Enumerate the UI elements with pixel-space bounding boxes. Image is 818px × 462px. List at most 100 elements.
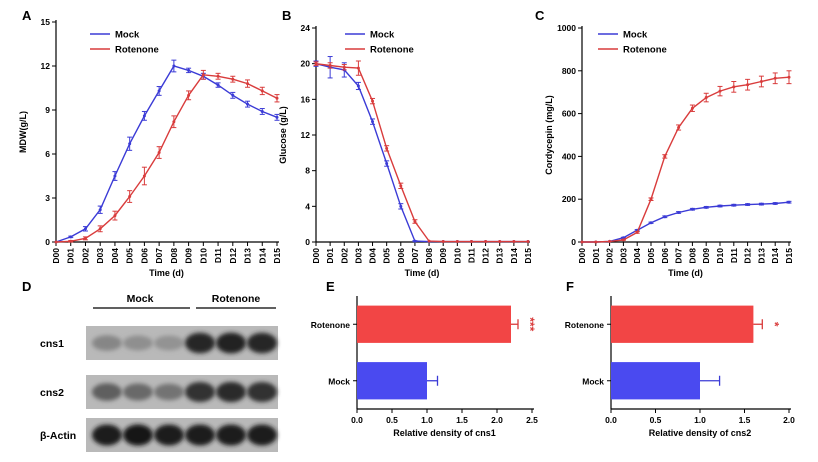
data-point (594, 240, 598, 244)
y-tick-label: 12 (301, 130, 311, 140)
data-point (342, 65, 346, 69)
y-tick-label: 15 (41, 17, 51, 27)
x-tick-label: D02 (605, 248, 615, 264)
x-tick-label: D14 (257, 248, 267, 264)
series-line (55, 65, 278, 243)
legend-label: Mock (115, 30, 140, 41)
data-point (128, 195, 132, 199)
data-point (759, 80, 763, 83)
x-tick-label: D13 (243, 248, 253, 264)
x-tick-label: 1.5 (739, 415, 751, 425)
y-tick-label: 4 (305, 201, 310, 211)
x-tick-label: 2.0 (491, 415, 503, 425)
blot-band (185, 424, 215, 446)
panel-c-chart: C 0 200 400 600 800 1000 D00 D01 D02 D03 D04 D05 D06 D… (535, 8, 794, 278)
y-tick-label: 400 (562, 151, 576, 161)
x-axis-title: Relative density of cns1 (393, 428, 496, 438)
x-tick-label: D03 (95, 248, 105, 264)
data-point (608, 239, 612, 243)
x-tick-label: D11 (213, 248, 223, 263)
y-tick-label: 6 (45, 149, 50, 159)
data-point (128, 142, 132, 146)
y-tick-label: 20 (301, 59, 311, 69)
x-axis-title: Time (d) (405, 268, 440, 278)
blot-band (92, 383, 122, 401)
y-tick-label: Rotenone (565, 320, 604, 330)
data-point (187, 68, 191, 72)
panel-letter: F (566, 279, 574, 294)
blot-band (247, 382, 277, 402)
x-tick-label: D01 (325, 248, 335, 264)
x-tick-label: D09 (701, 248, 711, 264)
x-tick-label: D13 (756, 248, 766, 264)
x-tick-label: D04 (110, 248, 120, 264)
x-tick-label: D01 (591, 248, 601, 264)
y-tick-label: 0 (571, 237, 576, 247)
x-tick-label: D04 (632, 248, 642, 264)
x-tick-label: D07 (154, 248, 164, 264)
y-tick-label: 1000 (557, 23, 576, 33)
panel-e-chart: E 0.0 0.5 1.0 1.5 2.0 2.5 Relative density of c… (311, 279, 538, 438)
blot-row-label: β-Actin (40, 430, 76, 442)
data-point (773, 201, 777, 205)
data-point (787, 200, 791, 204)
blot-band (92, 424, 122, 446)
x-tick-label: D04 (368, 248, 378, 264)
panel-letter: B (282, 8, 291, 23)
data-point (113, 174, 117, 178)
data-point (314, 62, 318, 66)
data-point (526, 240, 530, 244)
data-point (649, 221, 653, 225)
series-line (315, 63, 528, 243)
data-point (427, 239, 431, 243)
blot-band (216, 332, 246, 354)
data-point (142, 174, 146, 178)
x-axis-title: Relative density of cns2 (649, 428, 752, 438)
x-tick-label: D12 (228, 248, 238, 264)
data-point (621, 236, 625, 240)
blot-band (123, 424, 153, 446)
x-tick-label: D09 (438, 248, 448, 264)
significance-label: * (767, 322, 781, 327)
blot-band (92, 335, 122, 351)
x-tick-label: 1.0 (694, 415, 706, 425)
blot-band (216, 381, 246, 403)
y-tick-label: 9 (45, 105, 50, 115)
data-point (216, 74, 220, 78)
x-tick-label: D08 (424, 248, 434, 264)
data-point (759, 202, 763, 206)
data-point (690, 106, 694, 110)
x-tick-label: D00 (311, 248, 321, 264)
panel-letter: E (326, 279, 335, 294)
data-point (157, 89, 161, 93)
data-point (98, 208, 102, 212)
x-tick-label: D10 (452, 248, 462, 264)
data-point (385, 146, 389, 150)
data-point (718, 89, 722, 93)
data-point (663, 154, 667, 158)
data-point (371, 120, 375, 124)
x-tick-label: D14 (509, 248, 519, 264)
x-tick-label: D06 (660, 248, 670, 264)
x-tick-label: 1.5 (456, 415, 468, 425)
data-point (69, 239, 73, 243)
data-point (512, 240, 516, 244)
bar (357, 305, 511, 343)
data-point (690, 207, 694, 211)
data-point (231, 77, 235, 81)
data-point (187, 93, 191, 97)
data-point (732, 85, 736, 89)
x-tick-label: D00 (577, 248, 587, 264)
data-point (157, 151, 161, 155)
blot-band (123, 335, 153, 351)
data-point (399, 184, 403, 188)
panel-letter: D (22, 279, 31, 294)
x-tick-label: D05 (125, 248, 135, 264)
data-point (621, 238, 625, 242)
legend-label: Mock (623, 30, 648, 41)
data-point (371, 99, 375, 103)
y-tick-label: 12 (41, 61, 51, 71)
legend-label: Rotenone (115, 45, 159, 56)
data-point (773, 76, 777, 80)
blot-band (154, 335, 184, 351)
